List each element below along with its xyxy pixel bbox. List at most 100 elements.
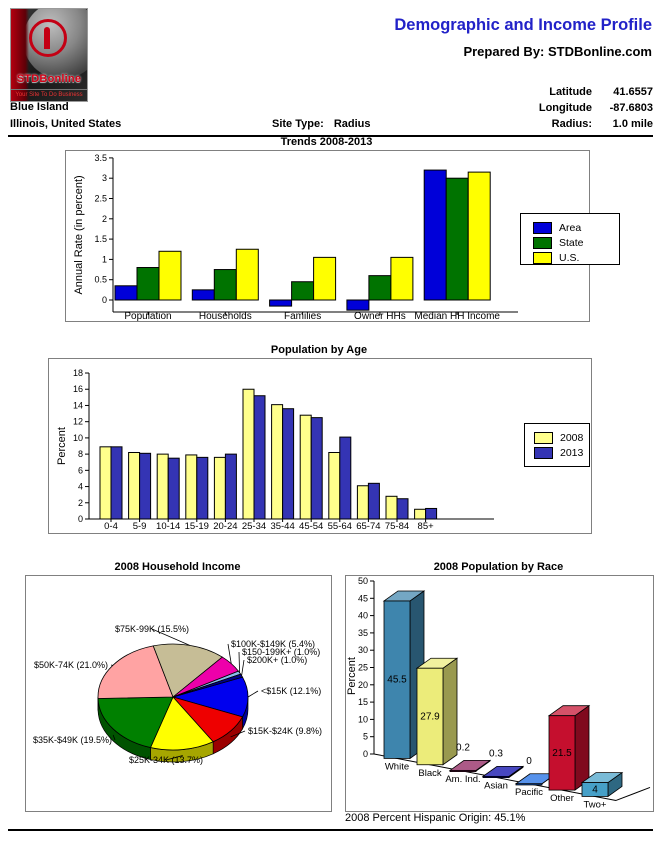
x-category-label: 20-24 (213, 521, 237, 532)
y-tick-label: 35 (358, 628, 368, 638)
y-tick-label: 12 (73, 417, 83, 427)
y-tick-label: 2.5 (94, 194, 107, 204)
income-pie-frame: <$15K (12.1%) $15K-$24K (9.8%) $25K-34K (1… (25, 575, 332, 812)
y-tick-label: 18 (73, 368, 83, 378)
y-tick-label: 3.5 (94, 153, 107, 163)
legend-swatch (533, 221, 552, 234)
bar (414, 508, 427, 520)
pie-slice (152, 643, 223, 698)
bar (310, 417, 323, 520)
y-tick-label: 30 (358, 645, 368, 655)
y-tick-label: 15 (358, 697, 368, 707)
bar (581, 782, 609, 797)
x-category-label: White (385, 761, 409, 772)
x-category-label: Asian (484, 780, 508, 791)
y-tick-label: 6 (78, 465, 83, 475)
age-chart: 0 2 4 6 8 10 12 14 16 18 0-4 5-9 10-14 15-19 20-24 25-3… (56, 368, 494, 532)
bar (282, 408, 295, 520)
pie-label: $75K-99K (15.5%) (115, 624, 189, 634)
pie-leader-line (165, 755, 183, 761)
bar (356, 485, 369, 520)
pie-label: $150-199K+ (1.0%) (242, 647, 320, 657)
x-category-label: 0-4 (104, 521, 118, 532)
y-tick-label: 25 (358, 663, 368, 673)
bar (367, 482, 380, 520)
x-category-label: 75-84 (385, 521, 409, 532)
pie-leader-line (241, 659, 245, 676)
pie-label: <$15K (12.1%) (261, 686, 321, 696)
pie-leader-line (227, 643, 232, 664)
x-category-label: Other (550, 793, 574, 804)
pie-leader-line (247, 690, 259, 698)
page-title: Demographic and Income Profile (394, 16, 652, 34)
legend-item: 2013 (534, 445, 589, 460)
bar (346, 299, 370, 311)
prepared-by: Prepared By: STDBonline.com (463, 44, 652, 59)
legend-swatch (534, 446, 553, 459)
longitude-value: -87.6803 (609, 102, 653, 114)
hispanic-origin-note: 2008 Percent Hispanic Origin: 45.1% (345, 812, 526, 824)
bar (224, 453, 237, 520)
y-tick-label: 45 (358, 593, 368, 603)
pie-label: $200K+ (1.0%) (247, 655, 307, 665)
trends-chart-frame: 0 0.5 1 1.5 2 2.5 3 3.5 Population Households Fami… (65, 150, 590, 322)
y-tick-label: 5 (363, 732, 368, 742)
pie-leader-line (151, 628, 190, 646)
y-tick-label: 10 (358, 714, 368, 724)
income-pie-title: 2008 Household Income (114, 561, 241, 573)
bar-value-label: 4 (592, 785, 598, 796)
location-city: Blue Island (10, 101, 69, 113)
bar-value-label: 0.2 (456, 742, 470, 753)
bar (167, 457, 180, 520)
site-type: Site Type: Radius (272, 118, 371, 130)
logo-brand-text: STDBonline (16, 73, 82, 85)
y-tick-label: 0 (363, 749, 368, 759)
latitude-label: Latitude (549, 86, 592, 98)
latitude-value: 41.6557 (613, 86, 653, 98)
bar (110, 446, 123, 520)
y-tick-label: 10 (73, 433, 83, 443)
bar (269, 299, 293, 307)
trends-chart-title: Trends 2008-2013 (280, 136, 373, 148)
y-tick-label: 0.5 (94, 275, 107, 285)
race-chart: 05101520253035404550White45.5Black27.9Am… (346, 576, 651, 810)
x-category-label: Families (284, 311, 321, 322)
pie-leader-line (238, 651, 240, 673)
bar (423, 169, 447, 301)
tower-icon (29, 19, 67, 57)
y-tick-label: 0 (78, 514, 83, 524)
x-category-label: 5-9 (133, 521, 147, 532)
bar (445, 177, 469, 301)
legend-swatch (534, 431, 553, 444)
y-tick-label: 14 (73, 400, 83, 410)
x-category-label: 15-19 (185, 521, 209, 532)
race-chart-frame: 0 5 10 15 20 25 30 35 40 45 50 White 45.5 Black 27.9 Am… (345, 575, 654, 812)
race-chart-title: 2008 Population by Race (433, 561, 564, 573)
legend-swatch (533, 251, 552, 264)
y-tick-label: 4 (78, 482, 83, 492)
pie-leader-line (112, 734, 116, 741)
bar (213, 269, 237, 301)
bar (515, 783, 543, 786)
x-category-label: 10-14 (156, 521, 180, 532)
header-divider (8, 135, 653, 137)
bar (185, 454, 198, 520)
legend-swatch (533, 236, 552, 249)
y-tick-label: 1.5 (94, 234, 107, 244)
bar (158, 250, 182, 301)
logo-red-band (11, 9, 29, 101)
bar (114, 285, 138, 301)
bar (416, 667, 444, 766)
age-chart-title: Population by Age (270, 344, 368, 356)
bar-value-label: 0 (526, 756, 532, 767)
y-tick-label: 0 (102, 295, 107, 305)
income-pie-chart: <$15K (12.1%) $15K-$24K (9.8%) $25K-34K (1… (33, 624, 322, 765)
y-axis-title: Percent (346, 657, 358, 695)
bar (425, 507, 438, 520)
bar (385, 495, 398, 520)
bar (271, 404, 284, 520)
x-category-label: 45-54 (299, 521, 323, 532)
y-tick-label: 40 (358, 611, 368, 621)
trends-chart-legend: Area State U.S. (520, 213, 620, 265)
bar (339, 436, 352, 520)
